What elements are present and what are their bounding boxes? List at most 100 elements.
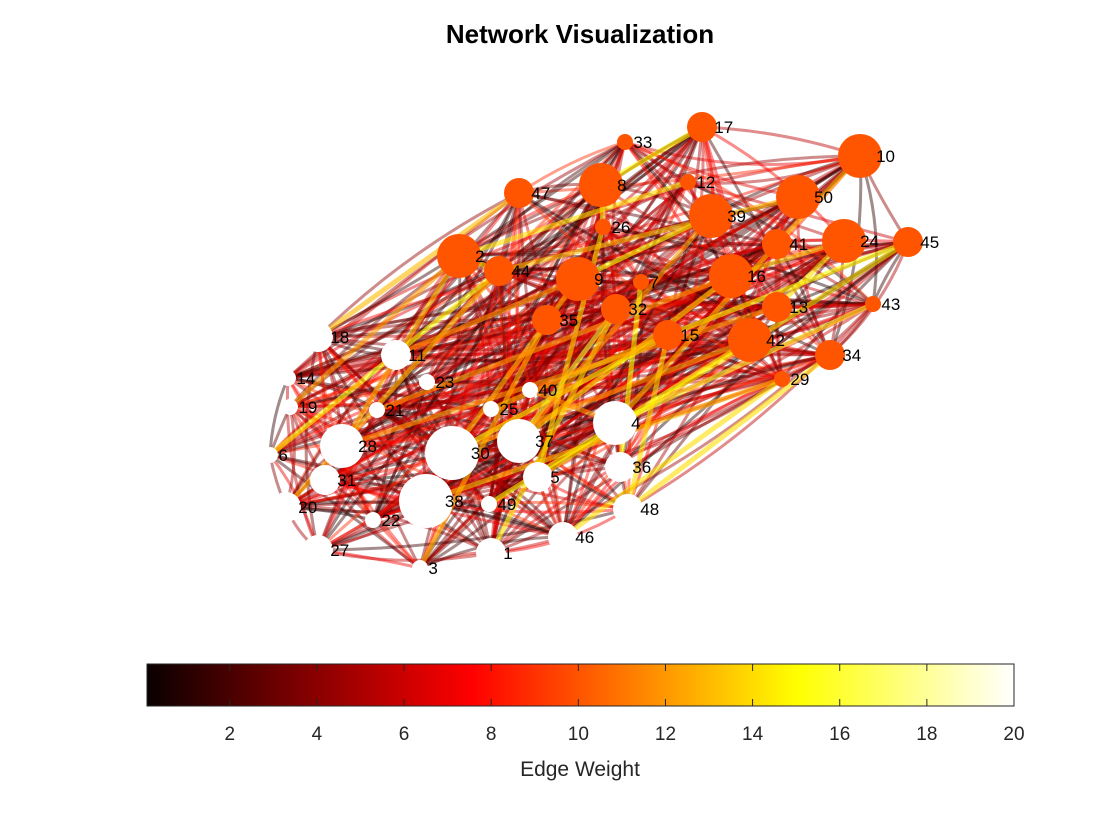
edge bbox=[627, 303, 875, 511]
node-36 bbox=[605, 452, 635, 482]
edge bbox=[561, 240, 909, 539]
node-42 bbox=[728, 318, 772, 362]
edge bbox=[624, 140, 875, 306]
node-label-3: 3 bbox=[428, 559, 437, 578]
node-label-30: 30 bbox=[471, 444, 490, 463]
edge bbox=[269, 453, 492, 555]
node-25 bbox=[483, 401, 499, 417]
node-label-38: 38 bbox=[445, 492, 464, 511]
edge bbox=[376, 406, 492, 412]
edge bbox=[490, 126, 704, 411]
edge bbox=[426, 318, 548, 384]
node-6 bbox=[262, 447, 278, 463]
edge bbox=[289, 307, 617, 409]
edge bbox=[324, 407, 492, 482]
edge bbox=[780, 240, 910, 380]
edge bbox=[489, 192, 521, 554]
edge bbox=[518, 191, 642, 284]
node-40 bbox=[522, 382, 538, 398]
edge-highlight bbox=[488, 332, 671, 412]
edge bbox=[287, 305, 778, 380]
edge bbox=[395, 318, 548, 357]
highlight-edges bbox=[267, 124, 911, 571]
node-label-39: 39 bbox=[727, 207, 746, 226]
edge bbox=[317, 154, 861, 339]
edge bbox=[577, 242, 778, 281]
node-38 bbox=[399, 474, 453, 528]
node-label-23: 23 bbox=[435, 373, 454, 392]
edge bbox=[317, 125, 703, 339]
node-46 bbox=[548, 522, 578, 552]
node-label-1: 1 bbox=[503, 544, 512, 563]
node-label-21: 21 bbox=[385, 401, 404, 420]
node-14 bbox=[280, 370, 296, 386]
edge-highlight bbox=[456, 179, 691, 259]
node-label-16: 16 bbox=[747, 267, 766, 286]
edge bbox=[498, 154, 861, 273]
node-18 bbox=[303, 322, 333, 352]
edge bbox=[341, 126, 704, 448]
node-26 bbox=[595, 219, 611, 235]
edge bbox=[287, 183, 603, 380]
node-label-45: 45 bbox=[920, 233, 939, 252]
node-5 bbox=[523, 462, 553, 492]
edge-highlight bbox=[625, 352, 833, 512]
edge-highlight bbox=[393, 276, 581, 358]
node-29 bbox=[774, 371, 790, 387]
edge bbox=[546, 302, 874, 326]
node-44 bbox=[484, 256, 514, 286]
edge bbox=[529, 280, 643, 392]
node-label-34: 34 bbox=[842, 346, 861, 365]
edge bbox=[324, 439, 520, 482]
edge-highlight bbox=[625, 332, 671, 512]
edge bbox=[489, 333, 670, 554]
node-label-40: 40 bbox=[538, 381, 557, 400]
colorbar-tick-label: 10 bbox=[568, 724, 589, 745]
edge bbox=[498, 269, 783, 381]
node-39 bbox=[689, 194, 733, 238]
edge bbox=[537, 353, 831, 479]
edge bbox=[487, 408, 497, 505]
edge bbox=[375, 125, 703, 412]
colorbar-tick-label: 20 bbox=[1003, 724, 1024, 745]
node-23 bbox=[419, 374, 435, 390]
node-8 bbox=[579, 163, 623, 207]
colorbar-tick-label: 4 bbox=[312, 724, 323, 745]
node-label-31: 31 bbox=[337, 471, 356, 490]
edge bbox=[371, 354, 398, 521]
colorbar-gradient bbox=[146, 663, 1015, 707]
edge bbox=[376, 377, 783, 412]
edge bbox=[285, 305, 778, 509]
edge-highlight bbox=[417, 317, 550, 571]
edge-highlight bbox=[315, 190, 522, 340]
edge bbox=[425, 381, 564, 539]
edge bbox=[518, 191, 778, 246]
node-label-48: 48 bbox=[640, 500, 659, 519]
node-30 bbox=[425, 426, 479, 480]
edge bbox=[316, 191, 520, 339]
edge-highlight bbox=[516, 213, 714, 444]
edge bbox=[536, 226, 605, 478]
node-50 bbox=[776, 175, 820, 219]
node-label-36: 36 bbox=[632, 458, 651, 477]
edge bbox=[317, 335, 751, 365]
edge bbox=[289, 225, 604, 409]
edge bbox=[498, 267, 778, 309]
node-label-9: 9 bbox=[594, 270, 603, 289]
edge bbox=[425, 125, 703, 383]
node-7 bbox=[633, 274, 649, 290]
node-label-25: 25 bbox=[499, 400, 518, 419]
edge bbox=[490, 407, 621, 469]
node-32 bbox=[601, 294, 631, 324]
node-19 bbox=[282, 399, 298, 415]
node-label-6: 6 bbox=[278, 446, 287, 465]
edge bbox=[487, 319, 549, 505]
node-4 bbox=[593, 401, 637, 445]
edge bbox=[341, 338, 751, 448]
edge bbox=[324, 274, 732, 482]
edge bbox=[304, 336, 320, 551]
colorbar-tick-label: 14 bbox=[742, 724, 764, 745]
edge-highlight bbox=[374, 273, 734, 413]
node-9 bbox=[556, 257, 600, 301]
